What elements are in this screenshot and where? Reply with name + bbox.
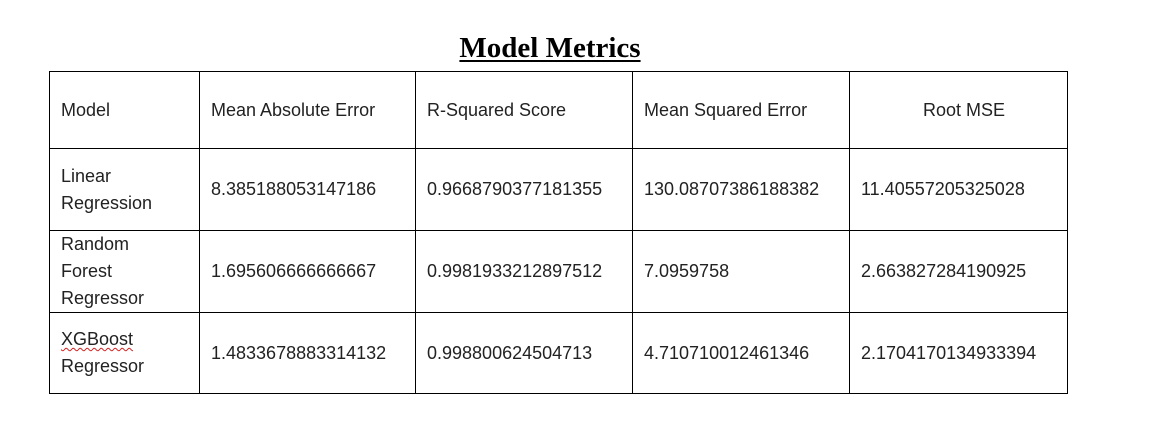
mae-cell: 8.385188053147186	[199, 148, 416, 231]
table-row: Linear Regression 8.385188053147186 0.96…	[49, 148, 1068, 231]
mse-cell: 7.0959758	[632, 230, 850, 313]
mae-cell: 1.695606666666667	[199, 230, 416, 313]
model-name-cell: Random Forest Regressor	[49, 230, 200, 313]
model-name-line: Regression	[61, 192, 153, 213]
model-name-cell: Linear Regression	[49, 148, 200, 231]
mae-cell: 1.4833678883314132	[199, 312, 416, 394]
model-name-line: Forest	[61, 261, 113, 281]
header-root-mse: Root MSE	[849, 71, 1068, 149]
r2-cell: 0.9668790377181355	[415, 148, 633, 231]
model-name-line: XGBoost	[61, 326, 199, 353]
model-metrics-table: Model Mean Absolute Error R-Squared Scor…	[49, 71, 1068, 394]
document-title: Model Metrics	[0, 31, 1100, 65]
document-title-text: Model Metrics	[459, 32, 641, 64]
rmse-cell: 2.663827284190925	[849, 230, 1068, 313]
model-name-cell: XGBoost Regressor	[49, 312, 200, 394]
model-name-line: Random	[61, 234, 130, 254]
header-mean-squared-error: Mean Squared Error	[632, 71, 850, 149]
r2-cell: 0.998800624504713	[415, 312, 633, 394]
model-name-line: Regressor	[61, 288, 145, 308]
header-mean-absolute-error: Mean Absolute Error	[199, 71, 416, 149]
model-name-line: Regressor	[61, 356, 145, 376]
model-name-line: Linear	[61, 165, 112, 186]
rmse-cell: 2.1704170134933394	[849, 312, 1068, 394]
mse-cell: 130.08707386188382	[632, 148, 850, 231]
r2-cell: 0.9981933212897512	[415, 230, 633, 313]
spellcheck-flagged-word: XGBoost	[61, 329, 134, 349]
table-header-row: Model Mean Absolute Error R-Squared Scor…	[49, 71, 1068, 149]
table-row: XGBoost Regressor 1.4833678883314132 0.9…	[49, 312, 1068, 394]
header-r-squared-score: R-Squared Score	[415, 71, 633, 149]
mse-cell: 4.710710012461346	[632, 312, 850, 394]
header-model: Model	[49, 71, 200, 149]
rmse-cell: 11.40557205325028	[849, 148, 1068, 231]
table-row: Random Forest Regressor 1.69560666666666…	[49, 230, 1068, 313]
